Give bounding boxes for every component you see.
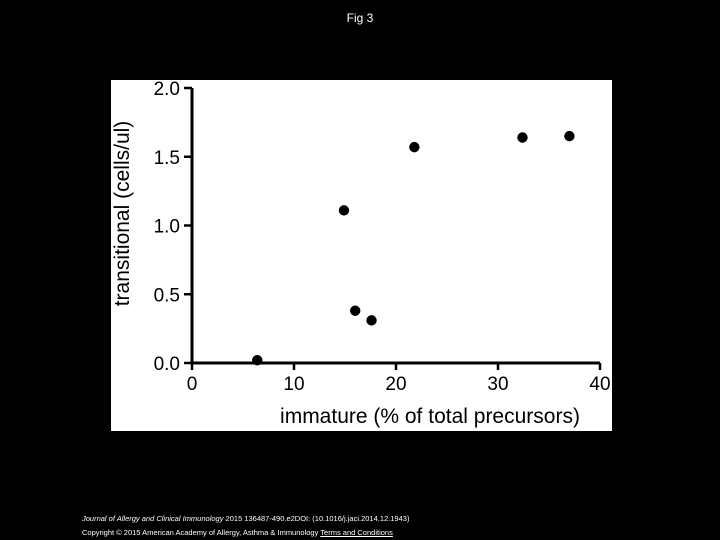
- y-tick-label: 1.0: [154, 217, 180, 238]
- y-axis-title: transitional (cells/ul): [111, 121, 134, 307]
- x-tick-label: 20: [385, 374, 406, 395]
- y-tick-label: 2.0: [154, 80, 180, 100]
- data-point: [366, 315, 377, 326]
- data-point: [517, 132, 528, 143]
- axes: [184, 86, 602, 370]
- data-point: [564, 130, 575, 142]
- scatter-chart: 0 10 20 30 40 0.0 0.5 1.0 1.5 2.0 immature (% of t…: [111, 80, 611, 428]
- x-tick-label: 30: [487, 374, 508, 395]
- data-point: [338, 205, 350, 216]
- journal-name: Journal of Allergy and Clinical Immunolo…: [82, 514, 224, 523]
- x-axis-title: immature (% of total precursors): [280, 405, 580, 428]
- data-point: [409, 141, 420, 153]
- y-tick-label: 0.5: [154, 285, 180, 306]
- data-point: [252, 355, 263, 366]
- x-tick-label: 10: [283, 374, 304, 395]
- axis-labels: 0 10 20 30 40 0.0 0.5 1.0 1.5 2.0 immature (% of t…: [111, 80, 611, 428]
- citation: Journal of Allergy and Clinical Immunolo…: [82, 515, 409, 523]
- terms-and-conditions-link[interactable]: Terms and Conditions: [320, 528, 393, 537]
- x-tick-label: 0: [187, 374, 198, 395]
- data-point: [350, 305, 361, 316]
- figure-panel: 0 10 20 30 40 0.0 0.5 1.0 1.5 2.0 immature (% of t…: [111, 80, 612, 431]
- copyright-text: Copyright © 2015 American Academy of All…: [82, 528, 321, 537]
- x-tick-label: 40: [589, 374, 610, 395]
- slide-title: Fig 3: [346, 11, 374, 25]
- copyright: Copyright © 2015 American Academy of All…: [82, 529, 393, 537]
- citation-details: 2015 136487-490.e2DOI: (10.1016/j.jaci.2…: [223, 514, 410, 523]
- y-tick-label: 1.5: [154, 148, 180, 169]
- data-points: [252, 130, 575, 366]
- y-tick-label: 0.0: [154, 354, 180, 375]
